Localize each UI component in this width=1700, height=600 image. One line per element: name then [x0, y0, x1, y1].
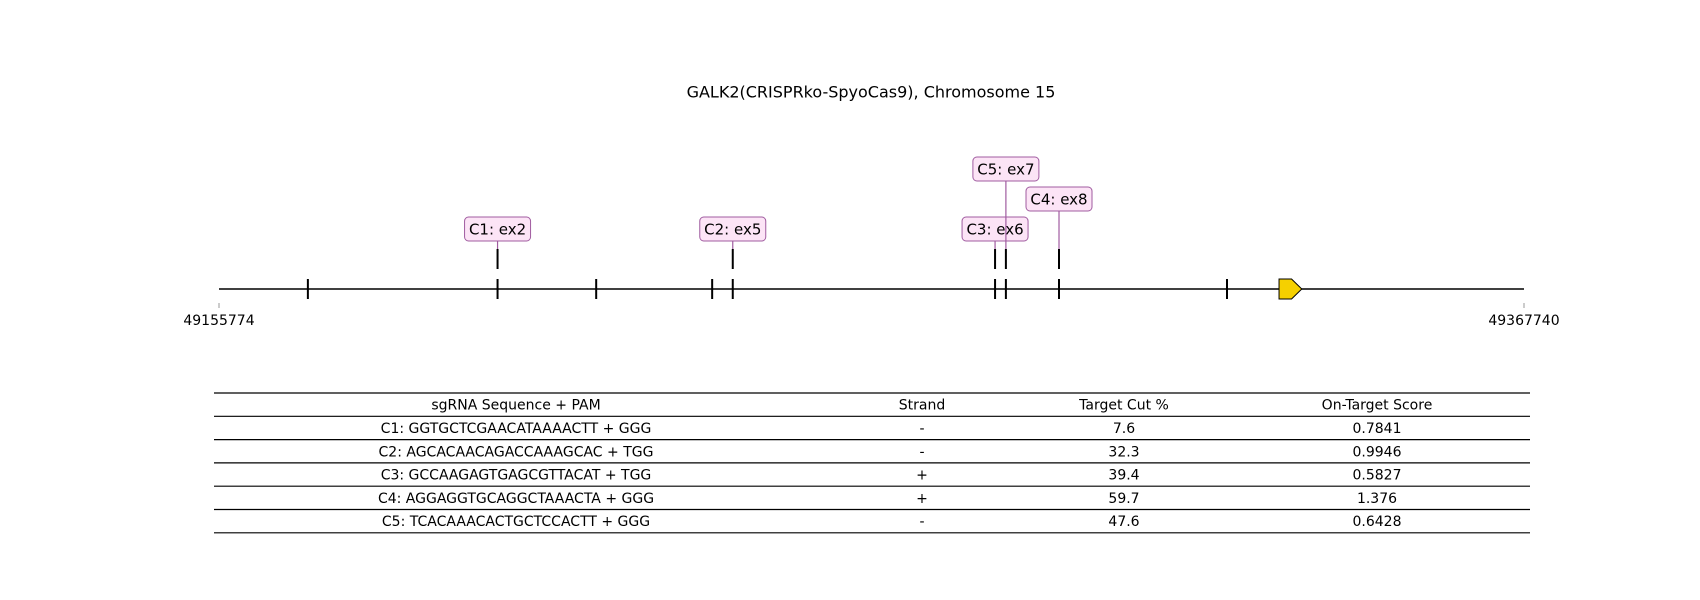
table-cell: -	[919, 514, 924, 530]
table-header: Strand	[899, 398, 945, 414]
table-cell: 0.6428	[1353, 514, 1402, 530]
table-cell: C5: TCACAAACACTGCTCCACTT + GGG	[382, 514, 650, 530]
x-tick-label: 49367740	[1488, 313, 1559, 329]
table-cell: +	[916, 468, 928, 484]
table-cell: +	[916, 491, 928, 507]
table-cell: C1: GGTGCTCGAACATAAAACTT + GGG	[381, 421, 652, 437]
guide-label: C5: ex7	[977, 161, 1034, 179]
table-cell: 39.4	[1108, 468, 1139, 484]
x-tick-label: 49155774	[183, 313, 254, 329]
table-cell: 59.7	[1108, 491, 1139, 507]
guide-label: C1: ex2	[469, 221, 526, 239]
table-cell: 7.6	[1113, 421, 1135, 437]
table-cell: 0.5827	[1353, 468, 1402, 484]
table-cell: 1.376	[1357, 491, 1397, 507]
table-cell: 0.7841	[1353, 421, 1402, 437]
guide-box	[464, 216, 532, 242]
chart-title: GALK2(CRISPRko-SpyoCas9), Chromosome 15	[687, 83, 1056, 102]
table-header: sgRNA Sequence + PAM	[431, 398, 600, 414]
table-cell: 0.9946	[1353, 444, 1402, 460]
table-cell: C4: AGGAGGTGCAGGCTAAACTA + GGG	[378, 491, 654, 507]
guide-label: C4: ex8	[1030, 191, 1087, 209]
table-cell: C3: GCCAAGAGTGAGCGTTACAT + TGG	[381, 468, 652, 484]
table-cell: 47.6	[1108, 514, 1139, 530]
guide-box	[1025, 186, 1093, 212]
guide-box	[972, 156, 1040, 182]
guide-label: C2: ex5	[704, 221, 761, 239]
table-cell: -	[919, 444, 924, 460]
guide-box	[699, 216, 767, 242]
guide-box	[961, 216, 1029, 242]
table-cell: -	[919, 421, 924, 437]
gene-arrow	[1278, 278, 1303, 300]
guide-label: C3: ex6	[966, 221, 1023, 239]
table-header: On-Target Score	[1322, 398, 1433, 414]
table-cell: C2: AGCACAACAGACCAAAGCAC + TGG	[379, 444, 654, 460]
table-header: Target Cut %	[1078, 398, 1169, 414]
table-cell: 32.3	[1108, 444, 1139, 460]
